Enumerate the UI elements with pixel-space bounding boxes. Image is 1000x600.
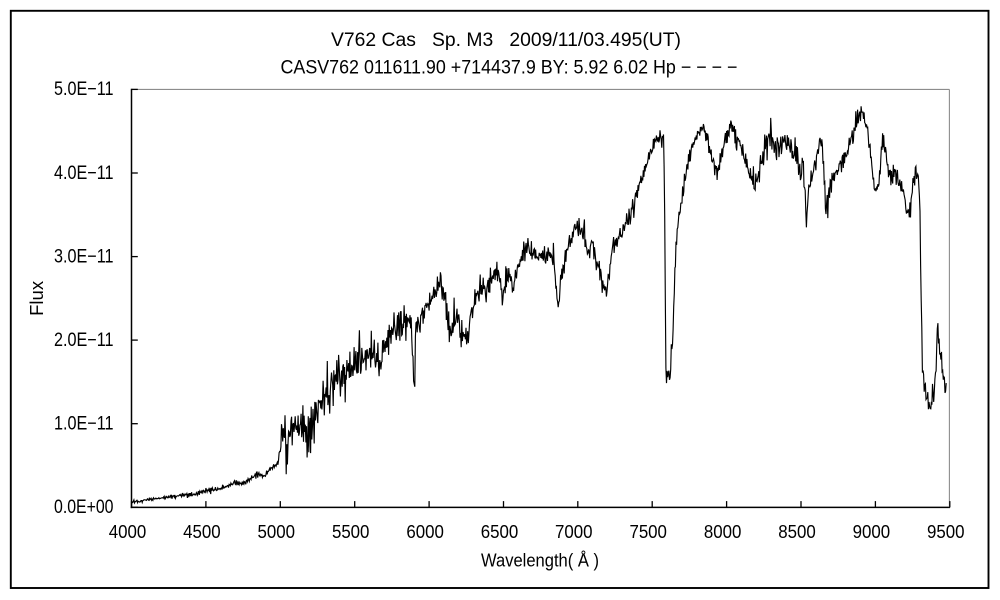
svg-text:6000: 6000: [406, 521, 444, 542]
svg-text:0.0E+00: 0.0E+00: [54, 497, 114, 518]
svg-text:3.0E−11: 3.0E−11: [54, 246, 114, 267]
svg-text:5500: 5500: [332, 521, 370, 542]
svg-text:4500: 4500: [183, 521, 221, 542]
svg-text:Flux: Flux: [26, 280, 47, 316]
svg-text:7000: 7000: [555, 521, 593, 542]
svg-text:CASV762 011611.90 +714437.9 BY: CASV762 011611.90 +714437.9 BY: 5.92 6.0…: [281, 57, 738, 78]
svg-text:6500: 6500: [481, 521, 519, 542]
svg-text:V762 Cas Sp. M3 2009/11/03: V762 Cas Sp. M3 2009/11/03.495(UT): [331, 30, 681, 51]
svg-text:5.0E−11: 5.0E−11: [54, 79, 114, 100]
svg-text:4000: 4000: [109, 521, 147, 542]
svg-text:8500: 8500: [778, 521, 816, 542]
svg-text:Wavelength( Å ): Wavelength( Å ): [481, 550, 599, 571]
svg-text:1.0E−11: 1.0E−11: [54, 414, 114, 435]
svg-text:9000: 9000: [853, 521, 891, 542]
svg-text:4.0E−11: 4.0E−11: [54, 163, 114, 184]
svg-text:9500: 9500: [927, 521, 965, 542]
svg-text:8000: 8000: [704, 521, 742, 542]
svg-text:5000: 5000: [258, 521, 296, 542]
svg-text:2.0E−11: 2.0E−11: [54, 330, 114, 351]
svg-text:7500: 7500: [629, 521, 667, 542]
